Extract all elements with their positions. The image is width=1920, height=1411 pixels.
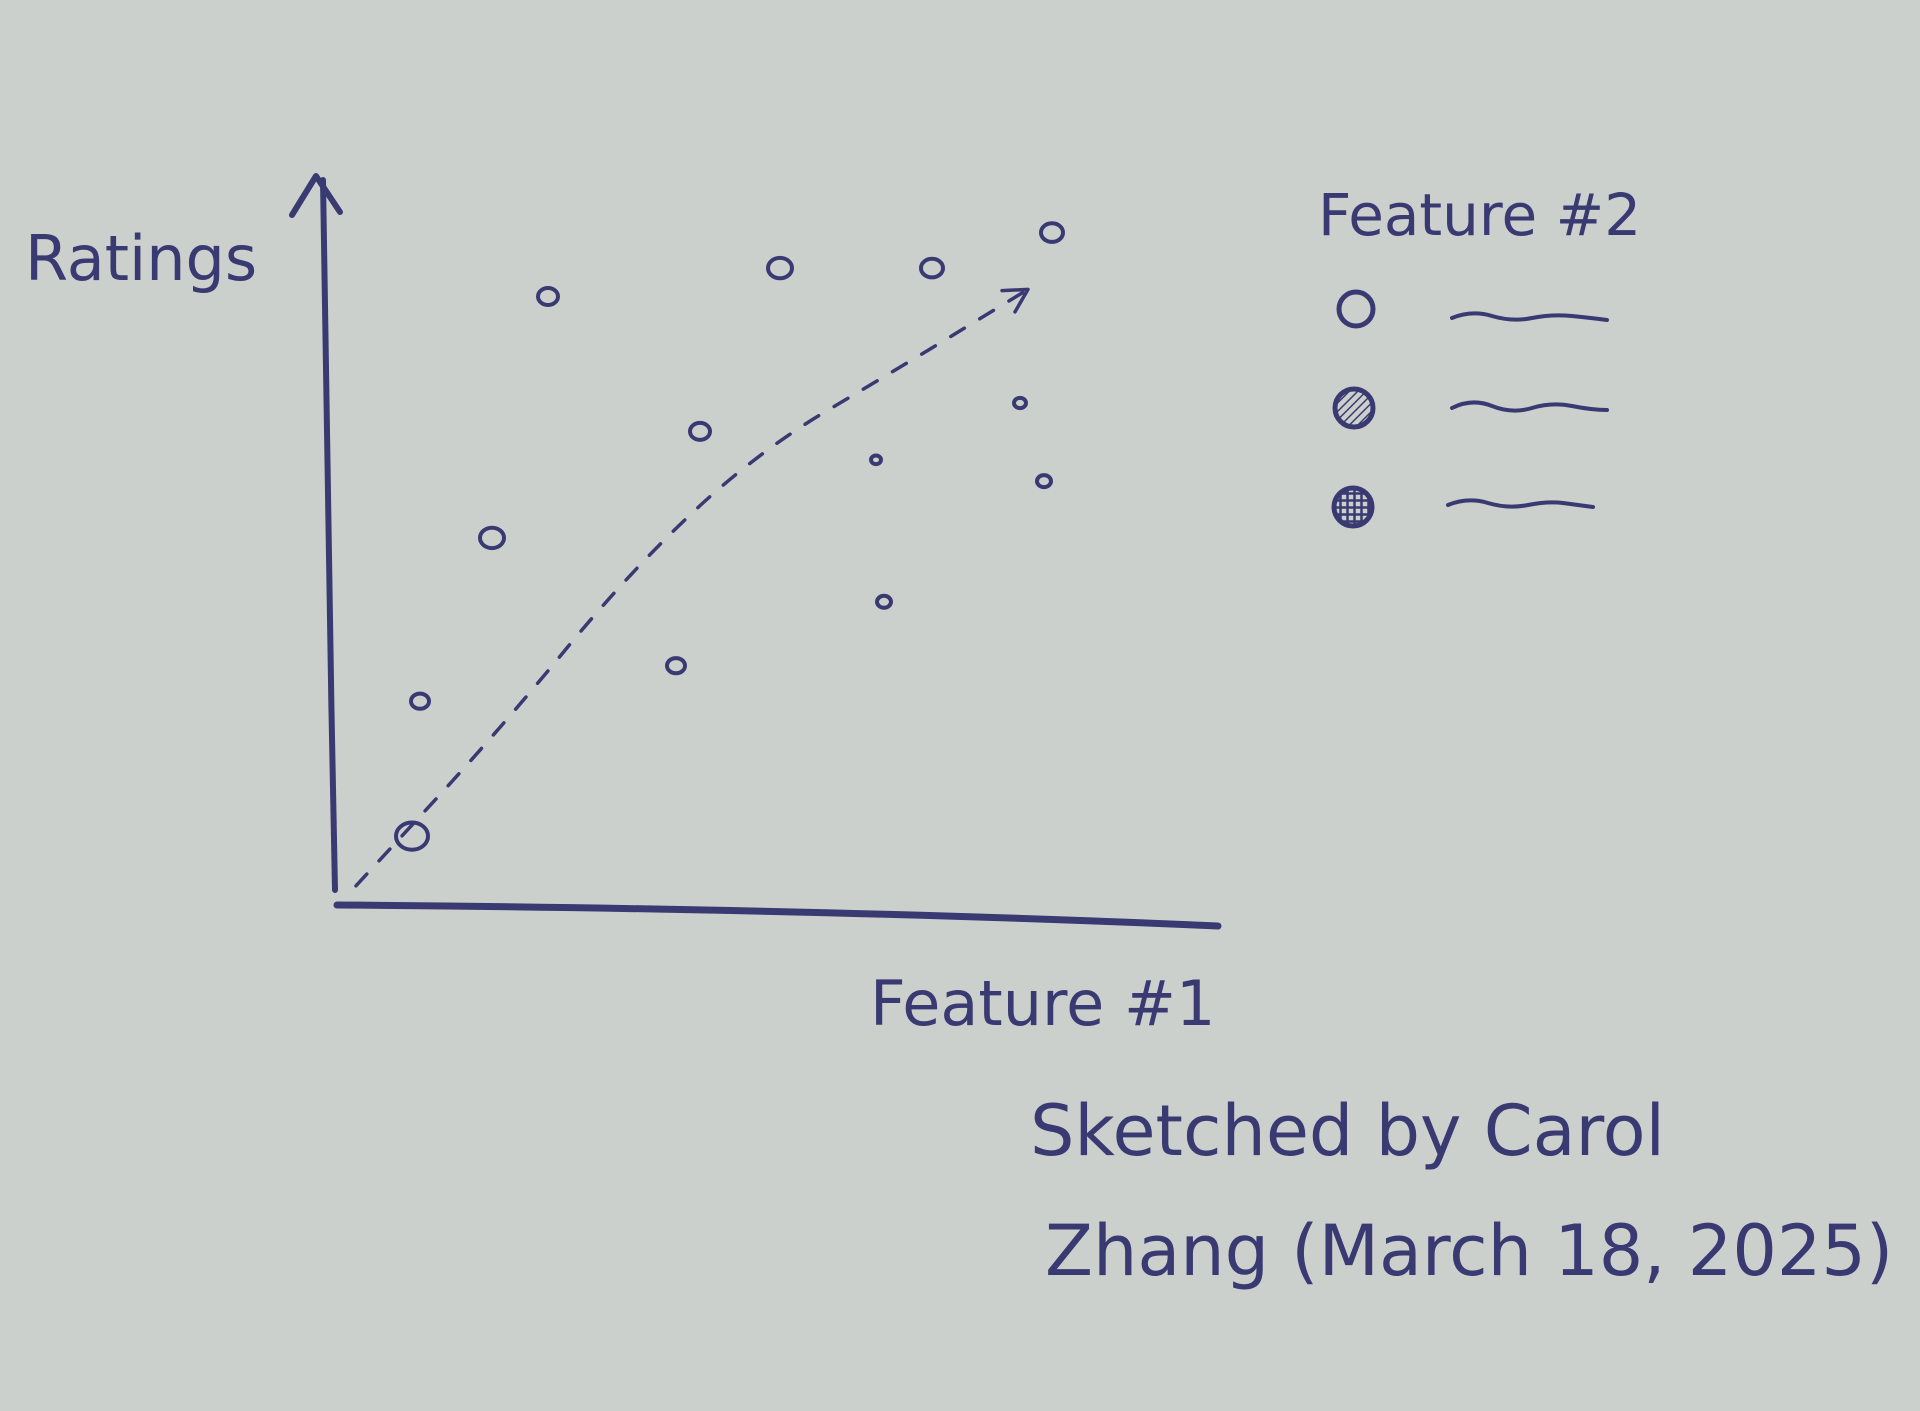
legend-swatch-line — [1450, 400, 1609, 413]
legend-marker-crosshatched-circle — [1331, 485, 1375, 529]
y-axis-line — [320, 177, 338, 893]
data-point — [1039, 221, 1065, 244]
legend-swatch-line — [1446, 498, 1595, 509]
legend-marker-hatched-circle — [1332, 386, 1376, 430]
data-point — [394, 820, 430, 852]
legend: Feature #2 — [1318, 181, 1641, 529]
credit-line-2: Zhang (March 18, 2025) — [1045, 1210, 1893, 1292]
legend-swatch-line — [1450, 311, 1609, 322]
trend-line — [354, 287, 1030, 888]
legend-marker-open-circle — [1336, 289, 1376, 329]
data-point — [875, 593, 893, 610]
data-point — [1012, 395, 1028, 411]
x-axis-line — [333, 901, 1222, 930]
credit-line-1: Sketched by Carol — [1030, 1090, 1665, 1172]
data-point — [536, 286, 560, 307]
legend-title: Feature #2 — [1318, 181, 1641, 249]
data-point — [766, 255, 794, 281]
trend-arrowhead — [1000, 287, 1030, 314]
x-axis-label: Feature #1 — [870, 967, 1215, 1040]
data-point — [1035, 473, 1053, 490]
y-axis-label: Ratings — [25, 222, 257, 295]
data-point — [409, 691, 431, 711]
y-axis-arrowhead — [289, 173, 343, 218]
data-point — [688, 420, 712, 442]
data-point — [869, 453, 883, 467]
data-point — [919, 256, 945, 280]
data-point — [665, 656, 687, 676]
data-point — [478, 525, 506, 551]
data-points — [394, 221, 1065, 852]
